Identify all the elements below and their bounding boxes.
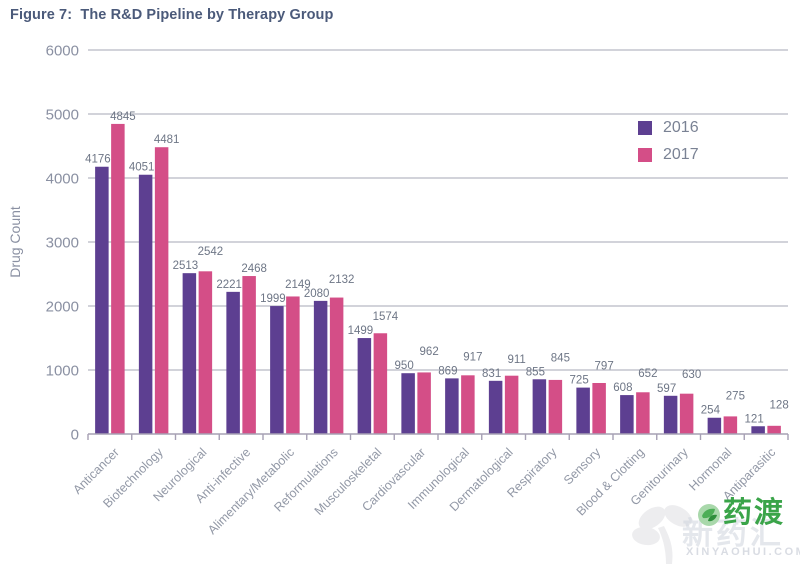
bar-2016-10 bbox=[488, 380, 503, 434]
bar-2016-13 bbox=[620, 395, 634, 434]
value-label-2017: 911 bbox=[507, 354, 525, 366]
y-tick-label: 5000 bbox=[46, 107, 79, 124]
value-label-2017: 2132 bbox=[329, 274, 355, 286]
y-tick-label: 4000 bbox=[46, 171, 79, 188]
bar-2016-7 bbox=[357, 338, 372, 434]
bar-2017-11 bbox=[548, 379, 563, 434]
value-label-2017: 630 bbox=[682, 369, 701, 381]
bar-2017-7 bbox=[373, 333, 388, 434]
value-label-2017: 4481 bbox=[154, 134, 180, 146]
value-label-2017: 797 bbox=[595, 361, 614, 373]
y-tick-label: 2000 bbox=[46, 299, 79, 316]
value-label-2017: 845 bbox=[551, 352, 570, 364]
bar-2016-8 bbox=[401, 373, 415, 434]
legend-label-2016: 2016 bbox=[663, 119, 699, 136]
value-label-2017: 128 bbox=[770, 399, 789, 411]
value-label-2017: 652 bbox=[638, 368, 657, 380]
bar-2016-12 bbox=[576, 387, 590, 434]
figure-title: Figure 7: The R&D Pipeline by Therapy Gr… bbox=[10, 7, 334, 23]
bar-2017-13 bbox=[636, 392, 650, 434]
legend-item-2016: 2016 bbox=[638, 120, 699, 136]
value-label-2016: 2080 bbox=[304, 288, 330, 300]
value-label-2016: 4051 bbox=[129, 162, 155, 174]
bar-2016-16 bbox=[751, 426, 765, 434]
bar-2017-12 bbox=[592, 382, 606, 434]
value-label-2017: 2149 bbox=[285, 279, 311, 291]
bar-2017-15 bbox=[723, 416, 738, 434]
value-label-2016: 121 bbox=[745, 413, 764, 425]
bar-2017-8 bbox=[417, 372, 431, 434]
value-label-2016: 831 bbox=[482, 368, 501, 380]
value-label-2017: 917 bbox=[463, 351, 482, 363]
value-label-2016: 2513 bbox=[173, 260, 199, 272]
value-label-2016: 725 bbox=[570, 375, 589, 387]
bar-2016-5 bbox=[270, 306, 284, 434]
value-label-2017: 4845 bbox=[110, 111, 136, 123]
value-label-2016: 1499 bbox=[348, 325, 374, 337]
category-label: Sensory bbox=[561, 445, 604, 488]
value-label-2017: 962 bbox=[420, 346, 439, 358]
y-tick-label: 3000 bbox=[46, 235, 79, 252]
bar-2016-15 bbox=[707, 417, 722, 434]
value-label-2016: 2221 bbox=[216, 279, 242, 291]
bar-2017-14 bbox=[679, 393, 694, 434]
bar-2017-4 bbox=[242, 276, 256, 434]
y-tick-label: 1000 bbox=[46, 363, 79, 380]
value-label-2016: 855 bbox=[526, 366, 545, 378]
bar-2016-1 bbox=[95, 166, 109, 434]
value-label-2017: 2468 bbox=[241, 263, 267, 275]
bar-2017-16 bbox=[767, 425, 781, 434]
value-label-2016: 4176 bbox=[85, 154, 111, 166]
bar-2017-2 bbox=[154, 147, 169, 434]
bar-2016-9 bbox=[445, 378, 459, 434]
bar-2016-11 bbox=[532, 379, 547, 434]
bar-2017-10 bbox=[504, 375, 519, 434]
legend-swatch-2016-icon bbox=[638, 121, 652, 135]
value-label-2016: 608 bbox=[613, 382, 632, 394]
value-label-2017: 2542 bbox=[198, 246, 224, 258]
bar-2017-3 bbox=[198, 271, 213, 434]
bar-2016-2 bbox=[138, 174, 153, 434]
value-label-2017: 275 bbox=[726, 391, 745, 403]
legend-label-2017: 2017 bbox=[663, 146, 699, 163]
y-tick-label: 0 bbox=[71, 427, 79, 444]
value-label-2017: 1574 bbox=[373, 311, 399, 323]
chart-legend: 2016 2017 bbox=[638, 120, 699, 174]
bar-2017-1 bbox=[111, 123, 125, 435]
value-label-2016: 597 bbox=[657, 383, 676, 395]
value-label-2016: 1999 bbox=[260, 293, 286, 305]
bar-2016-4 bbox=[226, 291, 240, 434]
category-label: Alimentary/Metabolic bbox=[205, 445, 297, 537]
bar-2016-6 bbox=[313, 300, 328, 434]
bar-2016-14 bbox=[663, 395, 678, 434]
bar-2017-6 bbox=[329, 297, 344, 434]
legend-item-2017: 2017 bbox=[638, 147, 699, 163]
bar-2016-3 bbox=[182, 273, 197, 434]
value-label-2016: 869 bbox=[438, 365, 457, 377]
value-label-2016: 950 bbox=[395, 360, 414, 372]
y-axis-title: Drug Count bbox=[7, 206, 23, 278]
value-label-2016: 254 bbox=[701, 405, 721, 417]
bar-2017-5 bbox=[286, 296, 300, 434]
bar-2017-9 bbox=[461, 375, 475, 434]
y-tick-label: 6000 bbox=[46, 43, 79, 60]
legend-swatch-2017-icon bbox=[638, 148, 652, 162]
